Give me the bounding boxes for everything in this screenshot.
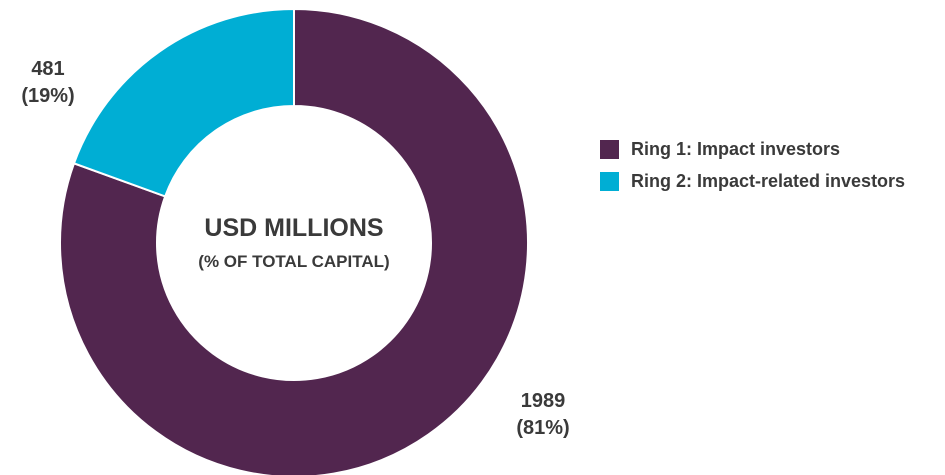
donut-slice-ring-1: [59, 7, 529, 475]
legend-item-ring-2: Ring 2: Impact-related investors: [600, 169, 905, 193]
legend-label-ring-1: Ring 1: Impact investors: [631, 138, 841, 159]
legend: Ring 1: Impact investors Ring 2: Impact-…: [600, 137, 905, 201]
center-title: USD MILLIONS: [204, 214, 383, 242]
slice-labels: 1989 (81%) 481 (19%): [21, 58, 569, 439]
legend-swatch-ring-2: [600, 171, 619, 191]
slice-value-label-ring-1: 1989: [521, 390, 566, 412]
donut-slices: [59, 7, 529, 475]
legend-swatch-ring-1: [600, 139, 619, 159]
slice-value-label-ring-2: 481: [31, 58, 64, 80]
slice-percent-label-ring-2: (19%): [21, 85, 74, 107]
center-subtitle: (% OF TOTAL CAPITAL): [198, 252, 389, 271]
slice-percent-label-ring-1: (81%): [516, 417, 569, 439]
legend-item-ring-1: Ring 1: Impact investors: [600, 137, 905, 161]
donut-slice-ring-2: [72, 7, 295, 198]
legend-label-ring-2: Ring 2: Impact-related investors: [631, 170, 906, 191]
